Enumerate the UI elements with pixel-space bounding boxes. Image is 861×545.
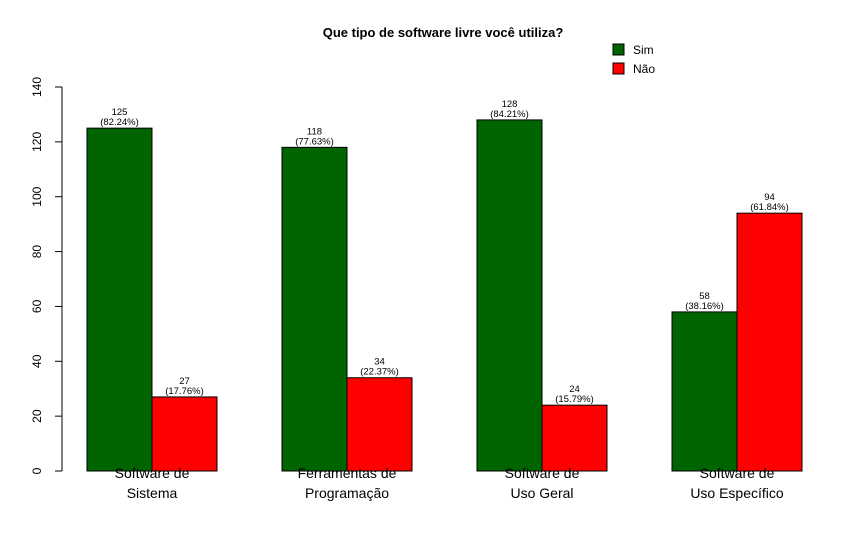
bars: 125(82.24%) 27(17.76%) 118(77.63%) 34(22.37… — [86, 99, 803, 472]
bar-não — [346, 377, 413, 472]
data-label-value: 125 — [112, 107, 128, 118]
y-tick-label: 100 — [30, 186, 44, 206]
category-label: Ferramentas de — [298, 465, 397, 481]
y-tick-label: 80 — [30, 245, 44, 259]
y-tick-label: 60 — [30, 299, 44, 313]
category-labels: Software de Sistema Ferramentas de Programa… — [115, 465, 784, 501]
data-label-percent: (15.79%) — [555, 394, 594, 405]
data-label-percent: (82.24%) — [100, 117, 139, 128]
y-tick-label: 40 — [30, 354, 44, 368]
category-label: Software de — [505, 465, 580, 481]
data-label-value: 94 — [764, 192, 775, 203]
legend-swatch — [612, 62, 625, 75]
data-label-value: 58 — [699, 291, 710, 302]
y-axis: 0 20 40 60 80 100 120 140 — [30, 77, 63, 474]
category-label: Programação — [305, 485, 389, 501]
category-label: Software de — [115, 465, 190, 481]
legend-label: Não — [633, 62, 655, 76]
data-label-percent: (17.76%) — [165, 386, 204, 397]
category-label: Sistema — [127, 485, 178, 501]
data-label-value: 27 — [179, 376, 190, 387]
bar-não — [736, 212, 803, 472]
y-tick-label: 140 — [30, 77, 44, 97]
data-label-percent: (77.63%) — [295, 136, 334, 147]
y-tick-label: 20 — [30, 409, 44, 423]
bar-sim — [476, 119, 543, 472]
category-label: Uso Específico — [690, 485, 784, 501]
bar-não — [541, 404, 608, 472]
data-label-value: 128 — [502, 99, 518, 110]
data-label-value: 34 — [374, 357, 385, 368]
data-label-value: 118 — [307, 126, 322, 137]
legend-swatch — [612, 43, 625, 56]
bar-sim — [281, 146, 348, 472]
category-label: Uso Geral — [510, 485, 573, 501]
data-label-percent: (61.84%) — [750, 202, 789, 213]
legend-label: Sim — [633, 43, 654, 57]
legend: Sim Não — [612, 43, 655, 76]
y-tick-label: 0 — [30, 467, 44, 474]
data-label-percent: (38.16%) — [685, 301, 724, 312]
data-label-percent: (22.37%) — [360, 367, 399, 378]
data-label-percent: (84.21%) — [490, 109, 529, 120]
bar-sim — [86, 127, 153, 472]
y-tick-label: 120 — [30, 132, 44, 152]
category-label: Software de — [700, 465, 775, 481]
bar-não — [151, 396, 218, 472]
data-label-value: 24 — [569, 384, 580, 395]
chart-title: Que tipo de software livre você utiliza? — [323, 25, 564, 40]
bar-sim — [671, 311, 738, 472]
